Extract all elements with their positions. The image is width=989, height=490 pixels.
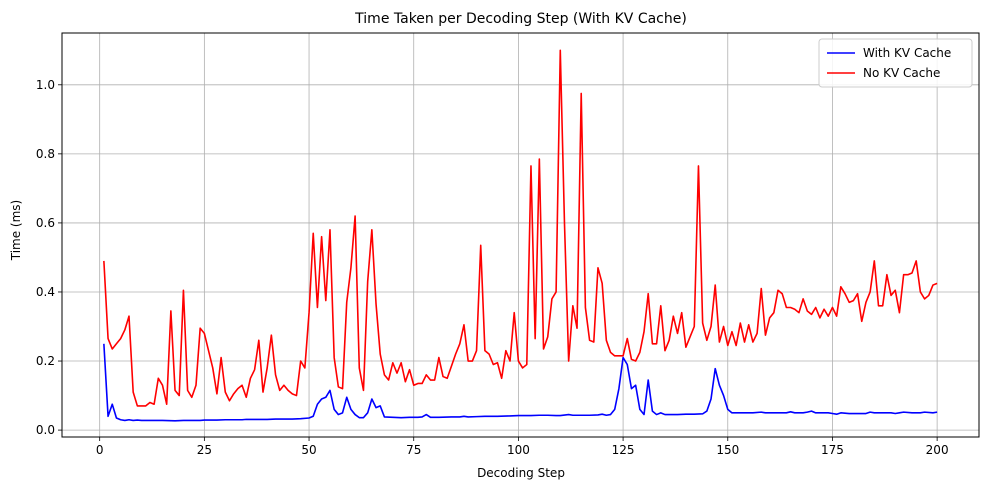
y-tick-label: 0.8 <box>36 147 55 161</box>
x-tick-label: 100 <box>507 443 530 457</box>
x-tick-label: 0 <box>96 443 104 457</box>
x-tick-label: 150 <box>716 443 739 457</box>
legend-label: No KV Cache <box>863 66 940 80</box>
y-tick-label: 0.0 <box>36 423 55 437</box>
grid-lines <box>62 33 979 437</box>
x-tick-label: 75 <box>406 443 421 457</box>
chart-title: Time Taken per Decoding Step (With KV Ca… <box>354 11 687 27</box>
series-line-no-kv-cache <box>103 49 938 407</box>
y-tick-label: 1.0 <box>36 78 55 92</box>
series-line-with-kv-cache <box>103 343 938 422</box>
series-layer <box>103 49 938 422</box>
legend: With KV Cache No KV Cache <box>818 38 973 88</box>
legend-box <box>818 38 973 88</box>
legend-label: With KV Cache <box>863 46 951 60</box>
x-tick-label: 125 <box>612 443 635 457</box>
x-axis: 0 25 50 75 100 125 150 175 200 <box>96 437 949 457</box>
x-tick-label: 200 <box>926 443 949 457</box>
y-axis: 0.0 0.2 0.4 0.6 0.8 1.0 <box>36 78 62 437</box>
x-tick-label: 25 <box>197 443 212 457</box>
plot-frame <box>61 32 980 438</box>
y-tick-label: 0.2 <box>36 354 55 368</box>
x-tick-label: 175 <box>821 443 844 457</box>
y-tick-label: 0.4 <box>36 285 55 299</box>
y-axis-label: Time (ms) <box>9 200 23 262</box>
y-tick-label: 0.6 <box>36 216 55 230</box>
x-tick-label: 50 <box>301 443 316 457</box>
x-axis-label: Decoding Step <box>477 466 565 480</box>
